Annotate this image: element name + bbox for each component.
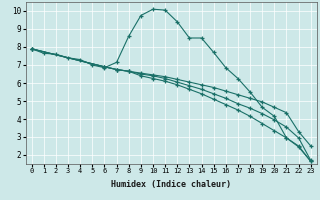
X-axis label: Humidex (Indice chaleur): Humidex (Indice chaleur): [111, 180, 231, 189]
